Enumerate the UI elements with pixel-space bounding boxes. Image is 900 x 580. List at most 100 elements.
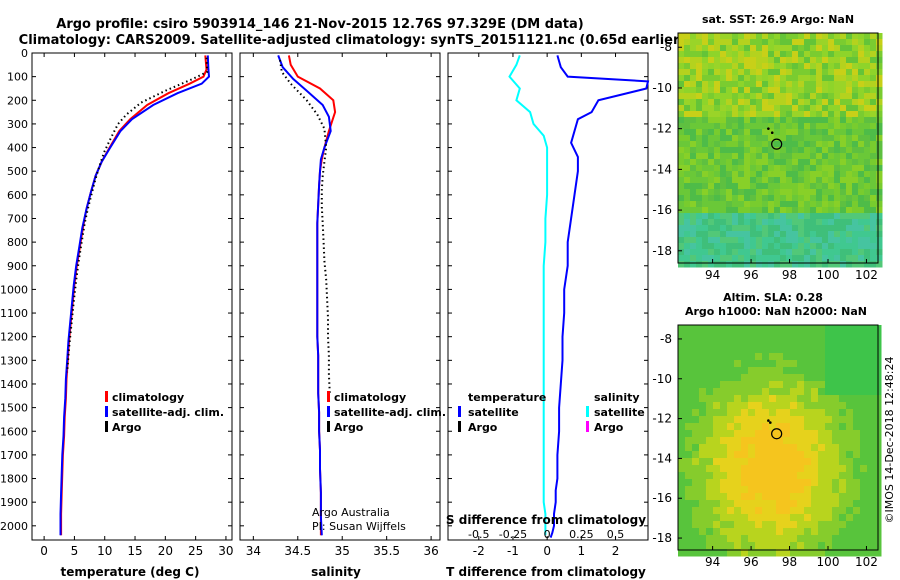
map-cell: [840, 231, 847, 238]
map-cell: [870, 69, 877, 76]
map-cell: [706, 339, 714, 347]
map-cell: [732, 93, 739, 100]
map-cell: [706, 353, 714, 361]
map-cell: [713, 458, 721, 466]
map-cell: [741, 465, 749, 473]
map-cell: [727, 416, 735, 424]
difference-legend: temperature satellite Argo salinity sate…: [458, 391, 645, 434]
map-cell: [755, 479, 763, 487]
map-cell: [696, 63, 703, 70]
map-cell: [811, 360, 819, 368]
map-cell: [783, 542, 791, 550]
map-cell: [727, 493, 735, 501]
map-cell: [810, 261, 817, 268]
map-cell: [678, 183, 685, 190]
map-cell: [713, 437, 721, 445]
map-cell: [690, 261, 697, 268]
map-cell: [822, 75, 829, 82]
map-cell: [816, 177, 823, 184]
map-cell: [804, 33, 811, 40]
map-cell: [852, 63, 859, 70]
map-cell: [690, 213, 697, 220]
map-cell: [726, 177, 733, 184]
map-cell: [762, 129, 769, 136]
map-cell: [744, 69, 751, 76]
map-cell: [852, 117, 859, 124]
map-cell: [720, 374, 728, 382]
map-cell: [684, 129, 691, 136]
map-cell: [762, 416, 770, 424]
map-cell: [678, 237, 685, 244]
map-cell: [768, 93, 775, 100]
map-cell: [811, 367, 819, 375]
map-cell: [678, 57, 685, 64]
series-line-satellite-adj-clim-: [59, 55, 211, 536]
map-cell: [816, 99, 823, 106]
map-cell: [818, 472, 826, 480]
map-cell: [748, 332, 756, 340]
map-cell: [726, 189, 733, 196]
map-cell: [846, 165, 853, 172]
map-cell: [858, 111, 865, 118]
map-cell: [822, 195, 829, 202]
map-cell: [690, 51, 697, 58]
map-cell: [738, 93, 745, 100]
map-cell: [762, 51, 769, 58]
map-cell: [786, 81, 793, 88]
map-cell: [780, 105, 787, 112]
map-cell: [741, 416, 749, 424]
map-cell: [858, 57, 865, 64]
map-cell: [762, 486, 770, 494]
map-cell: [870, 39, 877, 46]
map-cell: [692, 353, 700, 361]
map-cell: [714, 189, 721, 196]
map-cell: [706, 360, 714, 368]
legend-label-s-satellite: satellite: [594, 406, 645, 419]
map-cell: [839, 479, 847, 487]
map-cell: [706, 374, 714, 382]
map-cell: [816, 243, 823, 250]
map-cell: [768, 189, 775, 196]
map-cell: [702, 117, 709, 124]
map-cell: [738, 135, 745, 142]
map-cell: [832, 339, 840, 347]
map-cell: [690, 87, 697, 94]
map-cell: [846, 409, 854, 417]
map-cell: [790, 402, 798, 410]
map-cell: [864, 213, 871, 220]
map-cell: [713, 353, 721, 361]
map-cell: [768, 201, 775, 208]
map-cell: [852, 249, 859, 256]
map-cell: [818, 458, 826, 466]
map-cell: [690, 45, 697, 52]
map-cell: [755, 423, 763, 431]
map-cell: [741, 402, 749, 410]
map-cell: [726, 213, 733, 220]
map-cell: [816, 123, 823, 130]
map-cell: [732, 51, 739, 58]
map-cell: [732, 195, 739, 202]
map-cell: [798, 111, 805, 118]
map-cell: [702, 135, 709, 142]
depth-tick-label: 1800: [0, 473, 28, 486]
map-cell: [708, 231, 715, 238]
map-cell: [732, 243, 739, 250]
map-cell: [822, 213, 829, 220]
map-cell: [834, 75, 841, 82]
map-cell: [828, 129, 835, 136]
map-cell: [708, 255, 715, 262]
map-cell: [776, 514, 784, 522]
map-cell: [798, 39, 805, 46]
map-cell: [864, 219, 871, 226]
map-cell: [762, 549, 770, 557]
map-cell: [846, 153, 853, 160]
map-cell: [702, 105, 709, 112]
map-cell: [706, 332, 714, 340]
map-cell: [744, 105, 751, 112]
map-cell: [818, 500, 826, 508]
map-cell: [713, 381, 721, 389]
map-cell: [804, 465, 812, 473]
map-cell: [769, 528, 777, 536]
map-cell: [755, 374, 763, 382]
map-cell: [818, 423, 826, 431]
